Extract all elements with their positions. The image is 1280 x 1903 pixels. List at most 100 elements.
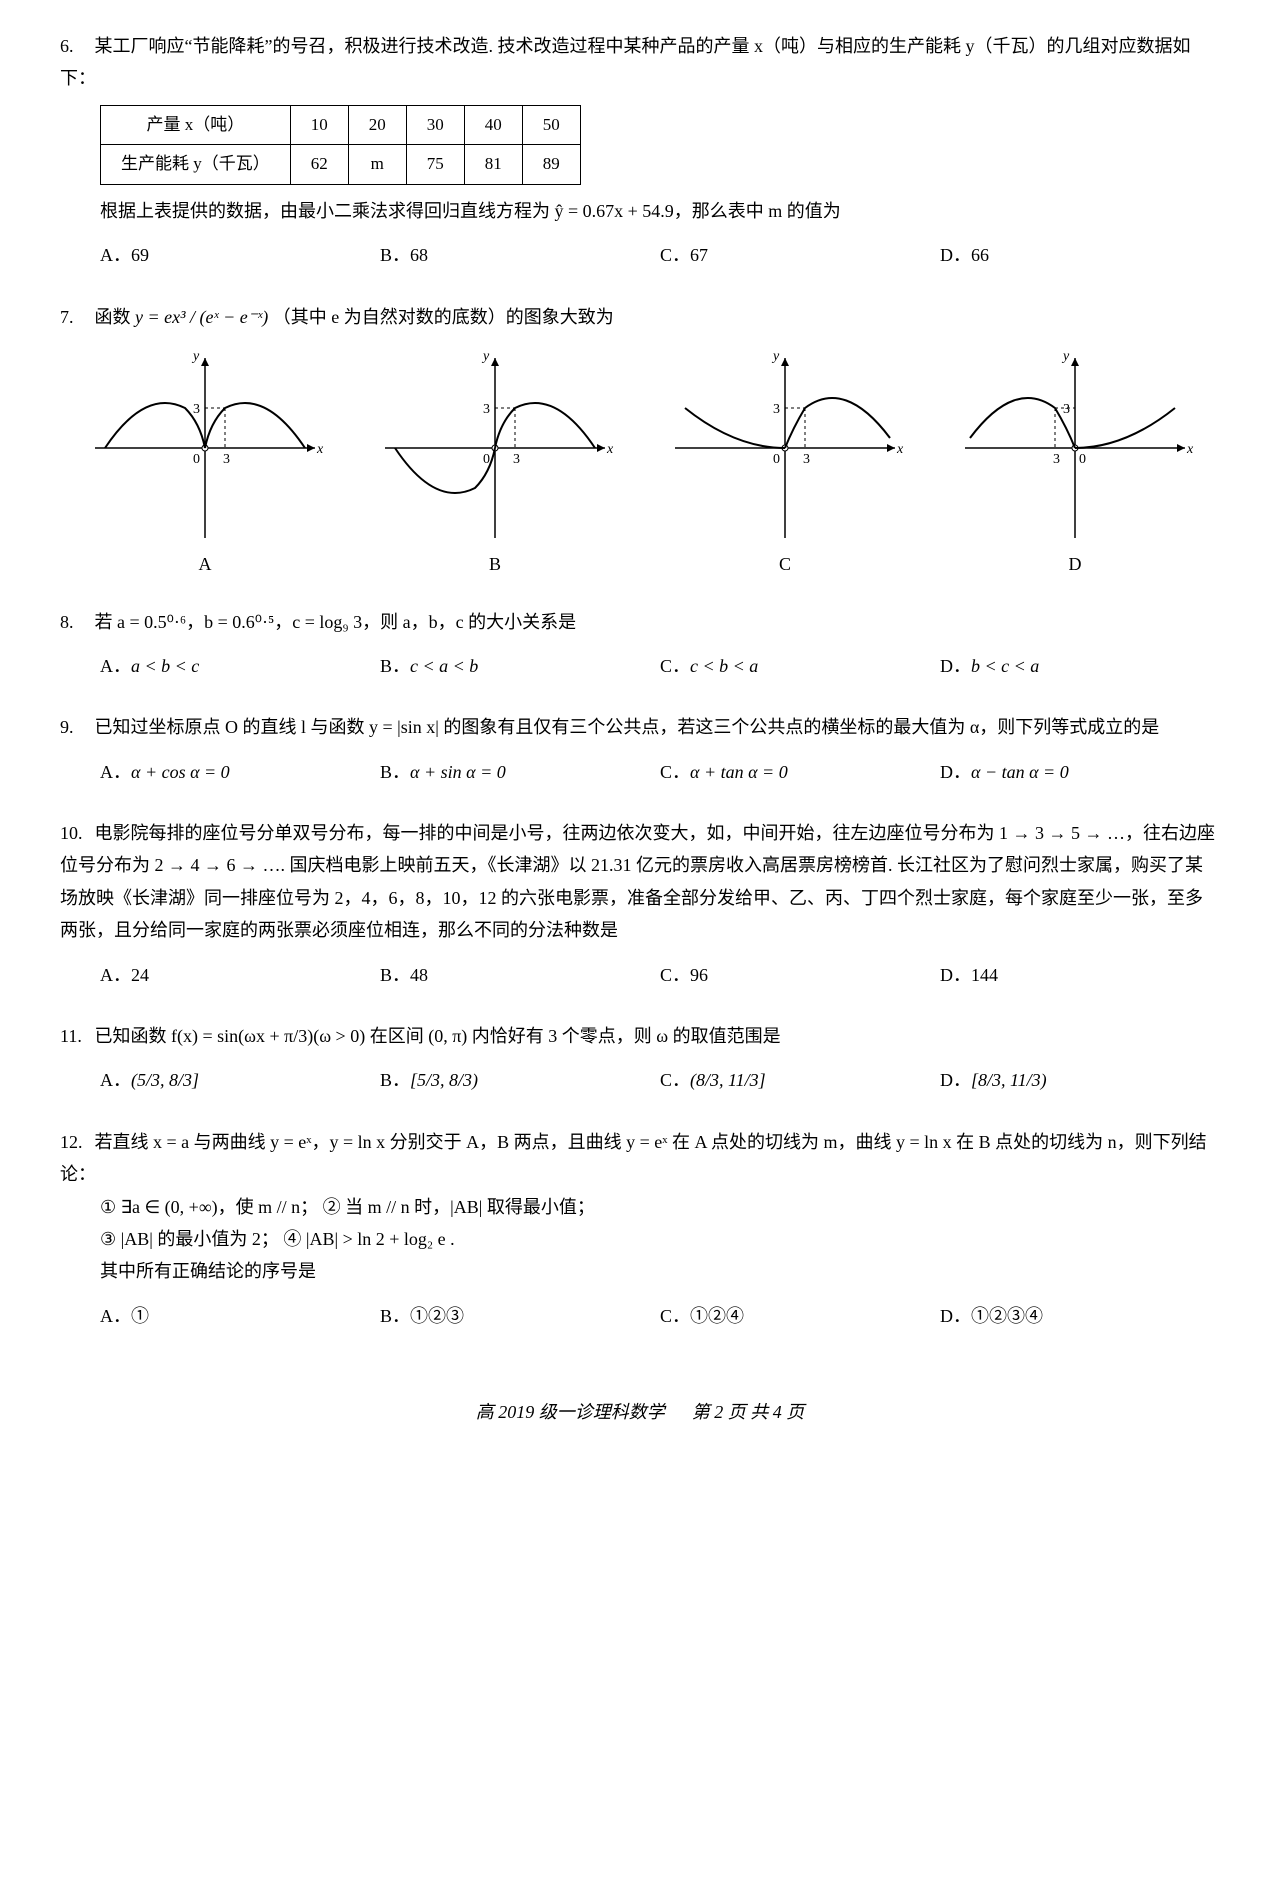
table-cell: 40	[464, 105, 522, 145]
option-d: D．①②③④	[940, 1296, 1220, 1336]
option-b-text: c < a < b	[410, 656, 478, 676]
option-d: D．b < c < a	[940, 646, 1220, 686]
q12-stmt3: ③ |AB| 的最小值为 2；	[100, 1229, 279, 1249]
question-10: 10. 电影院每排的座位号分单双号分布，每一排的中间是小号，往两边依次变大，如，…	[60, 817, 1220, 995]
svg-text:3: 3	[513, 452, 520, 467]
table-cell: m	[348, 145, 406, 185]
graph-c-svg: x y 0 3 3	[665, 348, 905, 548]
q12-stmt2: ② 当 m // n 时，|AB| 取得最小值；	[323, 1197, 595, 1217]
table-cell: 30	[406, 105, 464, 145]
option-b-text: ①②③	[410, 1306, 464, 1326]
q7-number: 7.	[60, 301, 90, 333]
option-d-text: 144	[971, 965, 998, 985]
option-d-text: b < c < a	[971, 656, 1039, 676]
option-b-text: [5/3, 8/3)	[410, 1070, 478, 1090]
option-d: D．[8/3, 11/3)	[940, 1060, 1220, 1100]
option-b: B．α + sin α = 0	[380, 752, 660, 792]
option-c-text: 67	[690, 245, 708, 265]
table-cell: 10	[290, 105, 348, 145]
q12-stmt1: ① ∃a ∈ (0, +∞)，使 m // n；	[100, 1197, 318, 1217]
option-b: B．68	[380, 235, 660, 275]
svg-text:0: 0	[1079, 452, 1086, 467]
q6-after-text: 根据上表提供的数据，由最小二乘法求得回归直线方程为 ŷ = 0.67x + 54…	[100, 195, 1220, 227]
graph-d: x y 0 3 3 D	[955, 348, 1195, 580]
graph-a: x y 0 3 3 A	[85, 348, 325, 580]
page-footer: 高 2019 级一诊理科数学 第 2 页 共 4 页	[60, 1396, 1220, 1428]
option-a-text: 24	[131, 965, 149, 985]
option-d-text: 66	[971, 245, 989, 265]
svg-text:0: 0	[483, 452, 490, 467]
option-a: A．α + cos α = 0	[100, 752, 380, 792]
option-a: A．(5/3, 8/3]	[100, 1060, 380, 1100]
option-a: A．①	[100, 1296, 380, 1336]
option-d: D．α − tan α = 0	[940, 752, 1220, 792]
svg-text:3: 3	[223, 452, 230, 467]
svg-text:3: 3	[193, 402, 200, 417]
svg-text:y: y	[771, 349, 780, 364]
question-11: 11. 已知函数 f(x) = sin(ωx + π/3)(ω > 0) 在区间…	[60, 1020, 1220, 1101]
option-b-text: 48	[410, 965, 428, 985]
q6-text: 某工厂响应“节能降耗”的号召，积极进行技术改造. 技术改造过程中某种产品的产量 …	[60, 36, 1190, 88]
q7-graphs-row: x y 0 3 3 A x y 0 3	[60, 348, 1220, 580]
table-row2-label: 生产能耗 y（千瓦）	[101, 145, 291, 185]
table-cell: 20	[348, 105, 406, 145]
q8-options: A．a < b < c B．c < a < b C．c < b < a D．b …	[100, 646, 1220, 686]
svg-text:x: x	[896, 442, 904, 457]
q12-stmt4: ④ |AB| > ln 2 + log₂ e .	[283, 1229, 454, 1249]
q11-number: 11.	[60, 1020, 90, 1052]
option-b: B．[5/3, 8/3)	[380, 1060, 660, 1100]
question-12: 12. 若直线 x = a 与两曲线 y = eˣ，y = ln x 分别交于 …	[60, 1126, 1220, 1336]
graph-b-label: B	[375, 548, 615, 580]
q11-text: 已知函数 f(x) = sin(ωx + π/3)(ω > 0) 在区间 (0,…	[95, 1026, 781, 1046]
graph-b: x y 0 3 3 B	[375, 348, 615, 580]
question-8: 8. 若 a = 0.5⁰·⁶，b = 0.6⁰·⁵，c = log₉ 3，则 …	[60, 606, 1220, 687]
q10-options: A．24 B．48 C．96 D．144	[100, 955, 1220, 995]
svg-text:3: 3	[803, 452, 810, 467]
q12-text-pre: 若直线 x = a 与两曲线 y = eˣ，y = ln x 分别交于 A，B …	[60, 1132, 1207, 1184]
q10-text: 电影院每排的座位号分单双号分布，每一排的中间是小号，往两边依次变大，如，中间开始…	[60, 823, 1215, 940]
graph-b-svg: x y 0 3 3	[375, 348, 615, 548]
question-6: 6. 某工厂响应“节能降耗”的号召，积极进行技术改造. 技术改造过程中某种产品的…	[60, 30, 1220, 276]
q12-statements: ① ∃a ∈ (0, +∞)，使 m // n； ② 当 m // n 时，|A…	[100, 1191, 1220, 1256]
option-a: A．69	[100, 235, 380, 275]
q8-number: 8.	[60, 606, 90, 638]
q9-number: 9.	[60, 711, 90, 743]
option-a-text: (5/3, 8/3]	[131, 1070, 199, 1090]
svg-text:0: 0	[773, 452, 780, 467]
option-a-text: α + cos α = 0	[131, 762, 230, 782]
question-7: 7. 函数 y = ex³ / (eˣ − e⁻ˣ) （其中 e 为自然对数的底…	[60, 301, 1220, 581]
q9-text: 已知过坐标原点 O 的直线 l 与函数 y = |sin x| 的图象有且仅有三…	[95, 717, 1160, 737]
q6-table: 产量 x（吨） 10 20 30 40 50 生产能耗 y（千瓦） 62 m 7…	[100, 105, 581, 185]
option-c-text: c < b < a	[690, 656, 758, 676]
q6-number: 6.	[60, 30, 90, 62]
option-d: D．144	[940, 955, 1220, 995]
table-cell: 62	[290, 145, 348, 185]
graph-a-label: A	[85, 548, 325, 580]
q12-options: A．① B．①②③ C．①②④ D．①②③④	[100, 1296, 1220, 1336]
graph-d-label: D	[955, 548, 1195, 580]
svg-text:y: y	[481, 349, 490, 364]
option-b: B．c < a < b	[380, 646, 660, 686]
option-d-text: α − tan α = 0	[971, 762, 1069, 782]
q12-conclude: 其中所有正确结论的序号是	[100, 1255, 1220, 1287]
option-c: C．c < b < a	[660, 646, 940, 686]
table-cell: 81	[464, 145, 522, 185]
graph-c-label: C	[665, 548, 905, 580]
option-c-text: ①②④	[690, 1306, 744, 1326]
svg-text:x: x	[606, 442, 614, 457]
table-cell: 50	[522, 105, 580, 145]
q7-formula: y = ex³ / (eˣ − e⁻ˣ)	[135, 307, 268, 327]
svg-text:0: 0	[193, 452, 200, 467]
table-cell: 89	[522, 145, 580, 185]
q12-number: 12.	[60, 1126, 90, 1158]
svg-text:x: x	[316, 442, 324, 457]
option-c-text: α + tan α = 0	[690, 762, 788, 782]
option-b-text: α + sin α = 0	[410, 762, 506, 782]
option-a: A．a < b < c	[100, 646, 380, 686]
option-b-text: 68	[410, 245, 428, 265]
svg-text:3: 3	[1053, 452, 1060, 467]
q10-number: 10.	[60, 817, 90, 849]
footer-right: 第 2 页 共 4 页	[692, 1402, 805, 1422]
option-b: B．48	[380, 955, 660, 995]
option-d: D．66	[940, 235, 1220, 275]
